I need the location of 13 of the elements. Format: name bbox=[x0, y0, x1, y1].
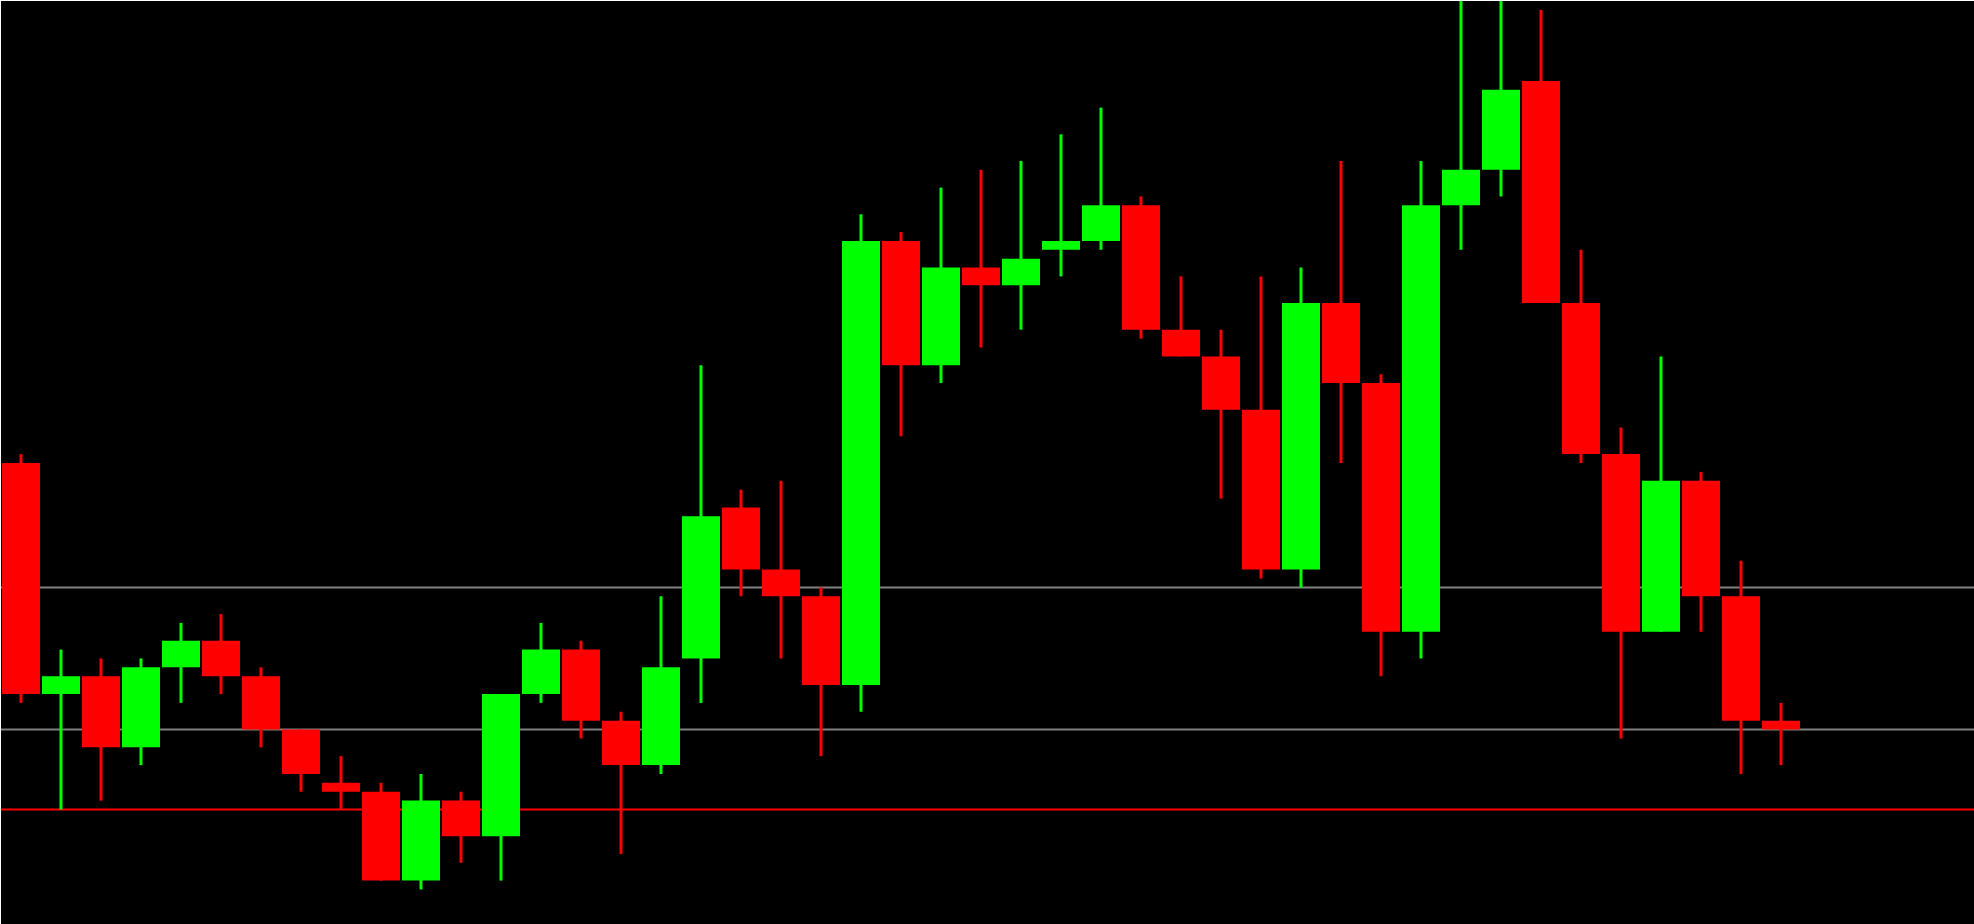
candlestick bbox=[1162, 274, 1200, 358]
candlestick bbox=[1762, 701, 1800, 767]
candlestick bbox=[962, 168, 1000, 349]
candlestick bbox=[1082, 106, 1120, 252]
candlestick bbox=[762, 479, 800, 660]
candlestick bbox=[42, 648, 80, 811]
candlestick bbox=[1002, 159, 1040, 332]
candlestick bbox=[1042, 132, 1080, 278]
candlestick bbox=[522, 621, 560, 705]
candlestick bbox=[282, 728, 320, 794]
candlestick bbox=[202, 612, 240, 696]
candlestick bbox=[162, 621, 200, 705]
candlestick bbox=[1442, 1, 1480, 252]
